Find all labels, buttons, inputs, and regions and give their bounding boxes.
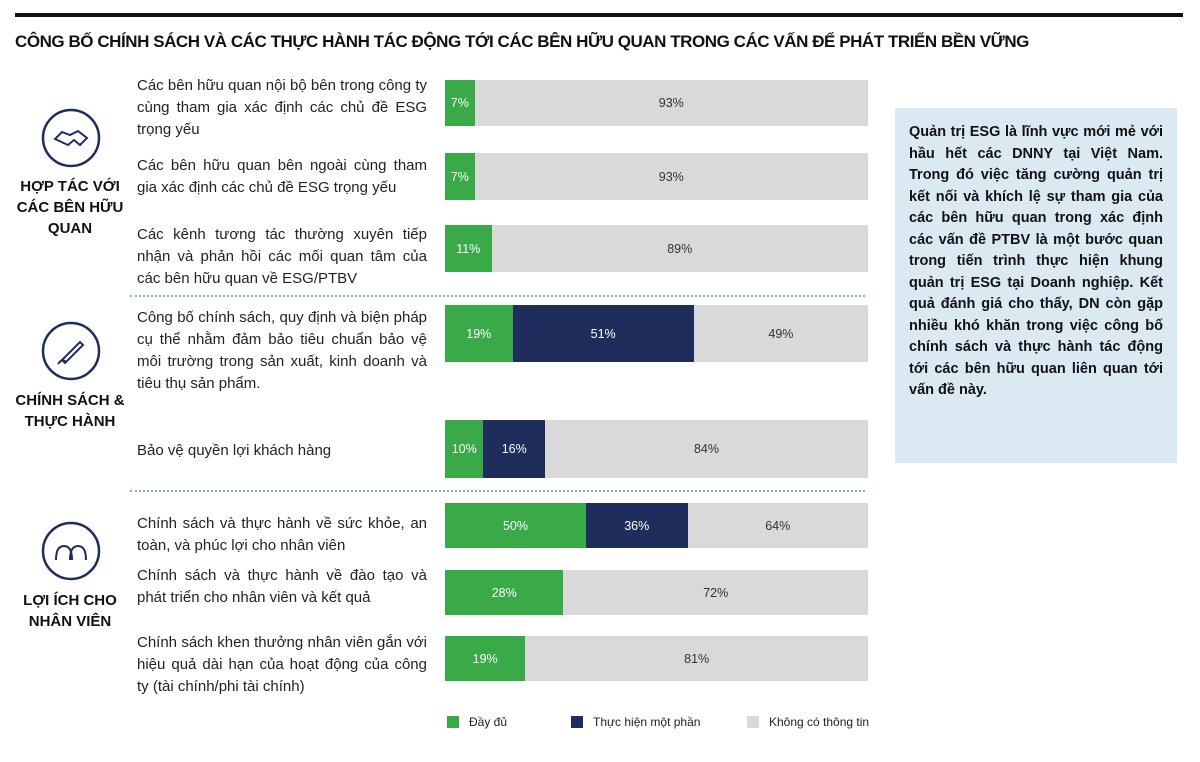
bar-segment: 16% xyxy=(483,420,545,478)
category-label: Chính sách khen thưởng nhân viên gắn với… xyxy=(137,634,427,695)
value-label: 81% xyxy=(684,651,710,666)
bar-segment: 7% xyxy=(445,153,475,200)
bar-segment: 10% xyxy=(445,420,484,478)
category-label: Chính sách và thực hành về sức khỏe, an … xyxy=(137,515,427,554)
bar-segment: 72% xyxy=(563,570,868,615)
bar-segment: 19% xyxy=(445,305,513,362)
value-label: 89% xyxy=(667,241,693,256)
value-label: 19% xyxy=(472,651,498,666)
chart-title: CÔNG BỐ CHÍNH SÁCH VÀ CÁC THỰC HÀNH TÁC … xyxy=(15,32,1029,51)
bar-segment: 28% xyxy=(445,570,564,615)
category-label: Chính sách và thực hành về đào tạo và ph… xyxy=(137,567,427,606)
pen-icon xyxy=(41,321,101,381)
value-label: 16% xyxy=(501,442,527,456)
category-label: Các kênh tương tác thường xuyên tiếp nhậ… xyxy=(137,226,427,287)
top-rule xyxy=(15,13,1183,17)
value-label: 72% xyxy=(703,585,729,600)
legend-item: Đầy đủ xyxy=(447,715,507,729)
group-label: HỢP TÁC VỚI CÁC BÊN HỮU QUAN xyxy=(16,178,124,237)
bar-segment: 81% xyxy=(525,636,868,681)
bar-segment: 84% xyxy=(544,420,868,478)
bar-segment: 64% xyxy=(687,503,868,548)
legend-swatch xyxy=(571,716,583,728)
value-label: 84% xyxy=(693,442,719,456)
category-label: Các bên hữu quan nội bộ bên trong công t… xyxy=(137,77,427,138)
bar-segment: 89% xyxy=(491,225,868,272)
value-label: 49% xyxy=(768,326,794,341)
bar-segment: 93% xyxy=(474,80,868,126)
value-label: 50% xyxy=(502,518,529,533)
value-label: 36% xyxy=(624,518,650,533)
category-label: Các bên hữu quan bên ngoài cùng tham gia… xyxy=(137,157,427,196)
handshake-icon xyxy=(41,108,101,168)
legend-swatch xyxy=(747,716,759,728)
people-icon xyxy=(41,521,101,581)
value-label: 11% xyxy=(456,241,481,256)
group-label: LỢI ÍCH CHO NHÂN VIÊN xyxy=(23,592,117,630)
value-label: 93% xyxy=(658,169,684,184)
value-label: 19% xyxy=(466,326,492,341)
legend-label: Không có thông tin xyxy=(769,715,870,729)
category-label: Công bố chính sách, quy định và biện phá… xyxy=(137,309,427,392)
bar-segment: 19% xyxy=(445,636,526,681)
bar-segment: 51% xyxy=(512,305,694,362)
legend-item: Thực hiện một phần xyxy=(571,715,700,729)
value-label: 7% xyxy=(450,169,469,184)
group-label: CHÍNH SÁCH & THỰC HÀNH xyxy=(15,392,125,430)
value-label: 64% xyxy=(765,518,791,533)
value-label: 93% xyxy=(658,96,684,110)
bar-segment: 50% xyxy=(445,503,586,548)
bar-segment: 11% xyxy=(445,225,492,272)
group-separator xyxy=(130,490,865,492)
category-label: Bảo vệ quyền lợi khách hàng xyxy=(137,442,332,459)
group-separator xyxy=(130,295,865,297)
value-label: 28% xyxy=(491,585,517,600)
legend-item: Không có thông tin xyxy=(747,715,869,729)
legend-label: Thực hiện một phần xyxy=(593,715,701,729)
value-label: 7% xyxy=(450,96,469,110)
bar-segment: 36% xyxy=(586,503,688,548)
bar-segment: 49% xyxy=(693,305,868,362)
value-label: 10% xyxy=(451,442,477,456)
bar-segment: 93% xyxy=(474,153,868,200)
note-box: Quản trị ESG là lĩnh vực mới mẻ với hầu … xyxy=(895,108,1177,463)
bar-segment: 7% xyxy=(445,80,475,126)
value-label: 51% xyxy=(590,326,616,341)
legend-label: Đầy đủ xyxy=(469,715,508,729)
legend-swatch xyxy=(447,716,459,728)
